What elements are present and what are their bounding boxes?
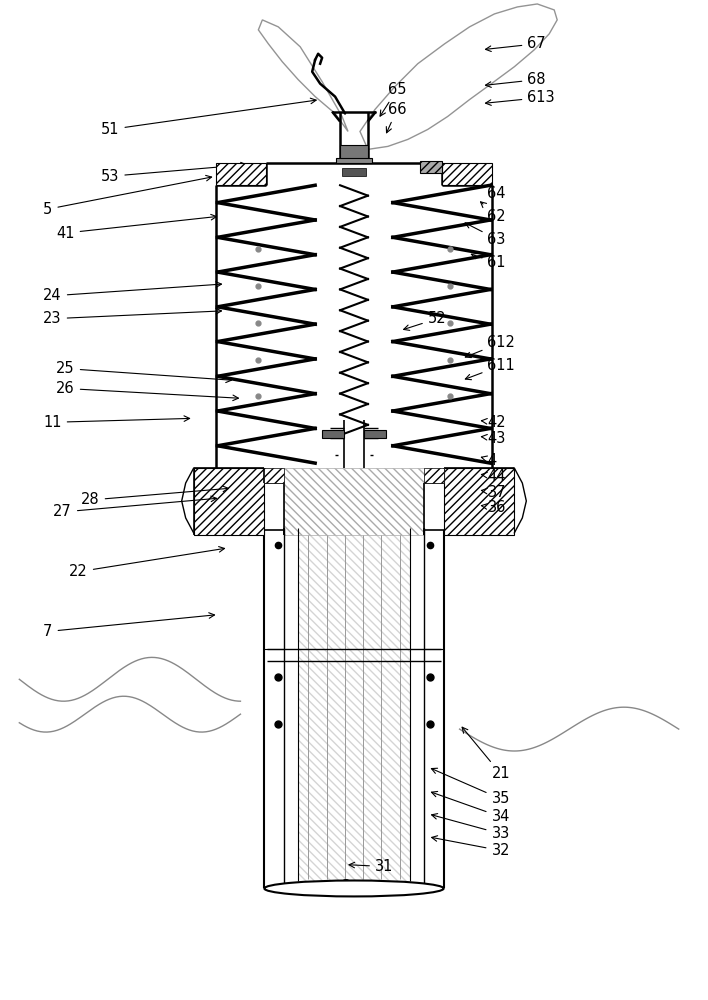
Text: 7: 7 bbox=[43, 613, 215, 639]
Bar bbox=[264, 468, 285, 483]
Text: 66: 66 bbox=[387, 102, 406, 133]
Text: 35: 35 bbox=[431, 768, 510, 806]
Text: 23: 23 bbox=[43, 308, 222, 326]
Text: 34: 34 bbox=[431, 791, 510, 824]
Text: 3: 3 bbox=[342, 879, 351, 894]
Text: 11: 11 bbox=[43, 415, 190, 430]
Bar bbox=[285, 468, 423, 535]
Text: 36: 36 bbox=[481, 500, 506, 515]
Bar bbox=[420, 161, 442, 173]
Text: 65: 65 bbox=[380, 82, 406, 116]
Bar bbox=[340, 145, 368, 163]
Text: 67: 67 bbox=[486, 36, 546, 52]
Text: 24: 24 bbox=[43, 282, 222, 303]
Text: 63: 63 bbox=[465, 223, 506, 247]
Text: 612: 612 bbox=[465, 335, 515, 358]
Text: 25: 25 bbox=[56, 361, 232, 383]
Text: 32: 32 bbox=[432, 836, 510, 858]
Bar bbox=[364, 430, 386, 438]
Text: 33: 33 bbox=[432, 814, 510, 841]
Ellipse shape bbox=[264, 881, 444, 896]
Text: 21: 21 bbox=[462, 727, 510, 781]
Text: 43: 43 bbox=[481, 431, 506, 446]
Polygon shape bbox=[360, 4, 557, 149]
Bar bbox=[423, 468, 444, 483]
Text: 53: 53 bbox=[101, 162, 246, 184]
Text: 5: 5 bbox=[43, 175, 212, 217]
Bar bbox=[193, 468, 264, 535]
Bar bbox=[215, 163, 266, 185]
Text: 611: 611 bbox=[465, 358, 515, 380]
Text: 28: 28 bbox=[81, 486, 229, 508]
Text: 68: 68 bbox=[486, 72, 546, 87]
Text: 42: 42 bbox=[481, 415, 506, 430]
Bar bbox=[342, 168, 366, 176]
Text: 27: 27 bbox=[53, 496, 217, 519]
Text: 22: 22 bbox=[69, 547, 224, 579]
Text: 44: 44 bbox=[481, 469, 506, 484]
Text: 62: 62 bbox=[481, 202, 506, 224]
Bar bbox=[336, 158, 372, 163]
Text: 61: 61 bbox=[472, 253, 506, 270]
Text: 41: 41 bbox=[56, 214, 217, 241]
Bar bbox=[444, 468, 515, 535]
Text: 64: 64 bbox=[441, 166, 506, 201]
Polygon shape bbox=[258, 20, 348, 131]
Text: 37: 37 bbox=[481, 485, 506, 500]
Text: 51: 51 bbox=[101, 98, 316, 137]
Bar bbox=[298, 530, 410, 881]
Text: 613: 613 bbox=[486, 90, 555, 105]
Text: 4: 4 bbox=[481, 453, 497, 468]
Text: 26: 26 bbox=[56, 381, 239, 401]
Text: 52: 52 bbox=[404, 311, 446, 330]
Bar bbox=[322, 430, 344, 438]
Bar bbox=[442, 163, 493, 185]
Text: 31: 31 bbox=[349, 859, 393, 874]
